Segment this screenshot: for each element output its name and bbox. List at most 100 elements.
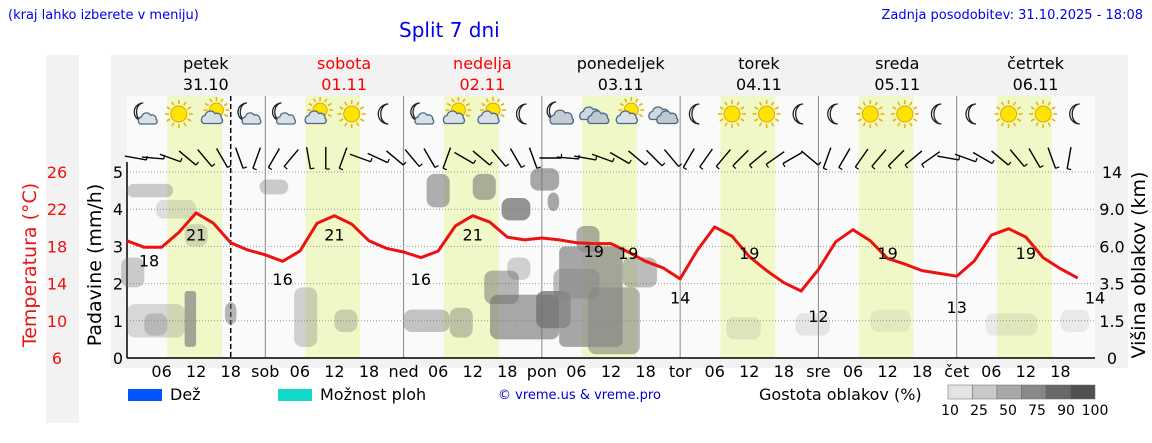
density-value: 75 xyxy=(1028,403,1046,419)
wind-barb xyxy=(1047,147,1057,169)
wind-barb-tick xyxy=(418,163,423,167)
temp-tick: 26 xyxy=(47,163,67,182)
wind-barb-tick xyxy=(661,162,666,167)
hour-tick: 12 xyxy=(739,362,759,381)
wind-barb-tick xyxy=(195,161,199,166)
cloud-moon-icon xyxy=(546,101,575,125)
wind-barb-tick xyxy=(268,167,273,171)
hour-tick: 12 xyxy=(1016,362,1036,381)
wind-barb-tick xyxy=(387,158,390,163)
wind-barb xyxy=(178,150,197,166)
cloud-density xyxy=(985,313,1038,336)
wind-barb xyxy=(472,150,491,166)
wind-barb-tick xyxy=(644,161,649,166)
wind-barb-tick xyxy=(678,163,683,167)
day-short-label: sre xyxy=(806,362,830,381)
moon-cloud-icon xyxy=(133,102,158,125)
wind-barb-tick xyxy=(310,167,315,170)
day-short-label: pon xyxy=(527,362,557,381)
cloud-density xyxy=(224,302,237,325)
cloud-density xyxy=(449,307,473,338)
sun-cloud-icon xyxy=(200,97,230,125)
wind-barb-tick xyxy=(612,157,615,162)
wind-barb xyxy=(904,150,923,166)
day-band xyxy=(720,96,776,358)
wind-barb xyxy=(574,155,597,161)
credit-link[interactable]: © vreme.us & vreme.pro xyxy=(498,388,661,403)
day-name: ponedeljek xyxy=(577,54,666,73)
wind-barb xyxy=(491,149,507,167)
moon-icon xyxy=(515,103,527,125)
cloud-height-tick: 0 xyxy=(1107,349,1117,368)
hour-tick: 06 xyxy=(151,362,171,381)
wind-barb xyxy=(141,156,164,160)
wind-barb xyxy=(732,149,749,167)
density-value: 90 xyxy=(1057,403,1075,419)
temp-tick: 10 xyxy=(47,312,67,331)
wind-barb-tick xyxy=(1067,168,1072,171)
sun-icon xyxy=(1029,100,1058,128)
storm-legend-swatch xyxy=(278,389,312,401)
cloud-density xyxy=(1060,309,1090,332)
temp-tick: 22 xyxy=(47,200,67,219)
wind-barb xyxy=(338,147,348,169)
wind-barb xyxy=(749,150,767,166)
wind-barb xyxy=(197,149,213,167)
wind-barb-tick xyxy=(699,166,704,170)
wind-barb xyxy=(715,149,731,167)
density-value: 50 xyxy=(999,403,1017,419)
wind-barb-tick xyxy=(765,163,769,168)
day-date: 03.11 xyxy=(598,75,644,94)
wind-barb xyxy=(349,153,371,163)
wind-barb xyxy=(454,151,474,165)
wind-barb-tick xyxy=(339,167,344,171)
wind-barb-tick xyxy=(749,164,753,169)
wind-barb xyxy=(663,149,680,167)
sun-icon xyxy=(337,100,366,128)
wind-barb xyxy=(404,149,420,167)
wind-barb-tick xyxy=(434,165,439,169)
cloud-density xyxy=(127,304,185,338)
page-title[interactable]: Split 7 dni xyxy=(399,18,500,42)
day-date: 04.11 xyxy=(736,75,782,94)
moon-cloud-icon xyxy=(271,102,297,125)
wind-barb xyxy=(871,149,887,167)
hour-tick: 18 xyxy=(1050,362,1070,381)
wind-barb xyxy=(1028,148,1041,168)
wind-barb xyxy=(234,147,244,169)
temp-tick: 6 xyxy=(52,349,62,368)
wind-barb xyxy=(1009,149,1025,167)
cloud-density xyxy=(155,199,197,219)
temp-label: 16 xyxy=(411,270,431,289)
wind-barb xyxy=(124,155,147,161)
cloud-density xyxy=(547,192,560,212)
cloud-density xyxy=(127,183,174,198)
precip-tick: 2 xyxy=(113,275,123,294)
temp-label: 21 xyxy=(186,226,206,245)
day-name: četrtek xyxy=(1007,54,1065,73)
cloud-height-tick: 14 xyxy=(1102,163,1122,182)
day-name: torek xyxy=(738,54,780,73)
wind-barb-tick xyxy=(283,165,288,170)
day-date: 31.10 xyxy=(183,75,229,94)
density-swatch xyxy=(1070,384,1096,400)
wind-barb xyxy=(628,150,646,166)
wind-barb-tick xyxy=(521,165,526,169)
wind-barb xyxy=(283,149,299,167)
day-date: 01.11 xyxy=(321,75,367,94)
last-updated: Zadnja posodobitev: 31.10.2025 - 18:08 xyxy=(881,8,1143,23)
wind-barb-tick xyxy=(595,155,598,161)
wind-barb-tick xyxy=(473,159,477,164)
wind-barb xyxy=(609,151,630,165)
hour-tick: 18 xyxy=(912,362,932,381)
day-name: sreda xyxy=(875,54,919,73)
wind-barb xyxy=(591,153,613,163)
temp-label: 21 xyxy=(324,226,344,245)
density-swatch xyxy=(947,384,973,400)
cloud-height-tick: 9.0 xyxy=(1099,200,1124,219)
precip-tick: 4 xyxy=(113,200,123,219)
precip-tick: 3 xyxy=(113,237,123,256)
wind-barb xyxy=(972,151,993,165)
moon-cloud-icon xyxy=(237,102,262,125)
